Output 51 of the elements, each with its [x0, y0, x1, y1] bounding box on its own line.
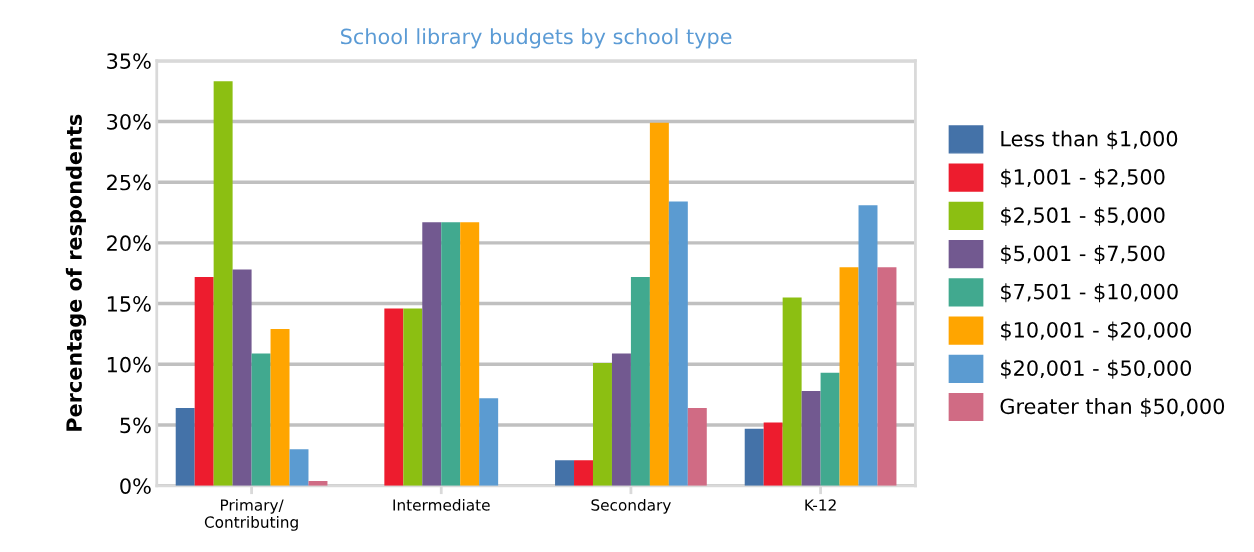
y-tick-label: 30%	[107, 113, 151, 130]
bar	[422, 222, 442, 486]
y-tick-label: 5%	[120, 417, 151, 434]
bar	[763, 422, 783, 486]
bar	[820, 372, 840, 486]
bar	[460, 222, 480, 486]
bar	[213, 81, 233, 486]
y-tick-label: 15%	[107, 296, 151, 312]
legend-label: Less than $1,000	[1001, 130, 1178, 150]
bar	[649, 122, 669, 486]
bar	[668, 201, 688, 486]
bar	[403, 308, 423, 486]
bar	[782, 297, 802, 486]
legend-label: $7,501 - $10,000	[1001, 283, 1178, 303]
bar	[232, 269, 252, 486]
x-tick-label: K-12	[805, 499, 836, 511]
bar	[592, 363, 612, 486]
bar	[630, 276, 650, 486]
legend-label: $1,001 - $2,500	[1001, 168, 1165, 188]
bar	[801, 391, 821, 486]
y-tick-label: 35%	[107, 53, 151, 69]
y-tick-label: 25%	[107, 174, 151, 191]
legend-label: Greater than $50,000	[1000, 398, 1225, 417]
bar	[555, 460, 575, 486]
bar	[744, 428, 764, 486]
bar	[194, 276, 214, 486]
bar	[479, 398, 499, 486]
y-tick-label: 0%	[120, 478, 151, 494]
bar	[175, 408, 195, 486]
y-tick-label: 10%	[107, 356, 151, 373]
bar	[251, 353, 271, 486]
bar	[858, 205, 878, 486]
bar	[611, 353, 631, 486]
x-tick-label: Secondary	[591, 498, 671, 514]
y-tick-label: 20%	[107, 235, 151, 252]
bar	[687, 408, 707, 486]
legend-label: $10,001 - $20,000	[1001, 321, 1192, 341]
bar	[877, 267, 897, 486]
bar	[384, 308, 404, 486]
x-tick-label: Primary/ Contributing	[204, 498, 298, 531]
bar	[289, 449, 309, 486]
bar	[441, 222, 461, 486]
legend-label: $5,001 - $7,500	[1001, 245, 1165, 265]
x-tick-label: Intermediate	[393, 498, 490, 511]
bar	[839, 267, 859, 486]
legend-label: $20,001 - $50,000	[1001, 359, 1192, 379]
y-axis-title: Percentage of respondents	[65, 114, 87, 431]
legend-label: $2,501 - $5,000	[1001, 206, 1165, 226]
chart-title: School library budgets by school type	[341, 28, 732, 49]
bar	[270, 329, 290, 486]
bar	[574, 460, 593, 486]
